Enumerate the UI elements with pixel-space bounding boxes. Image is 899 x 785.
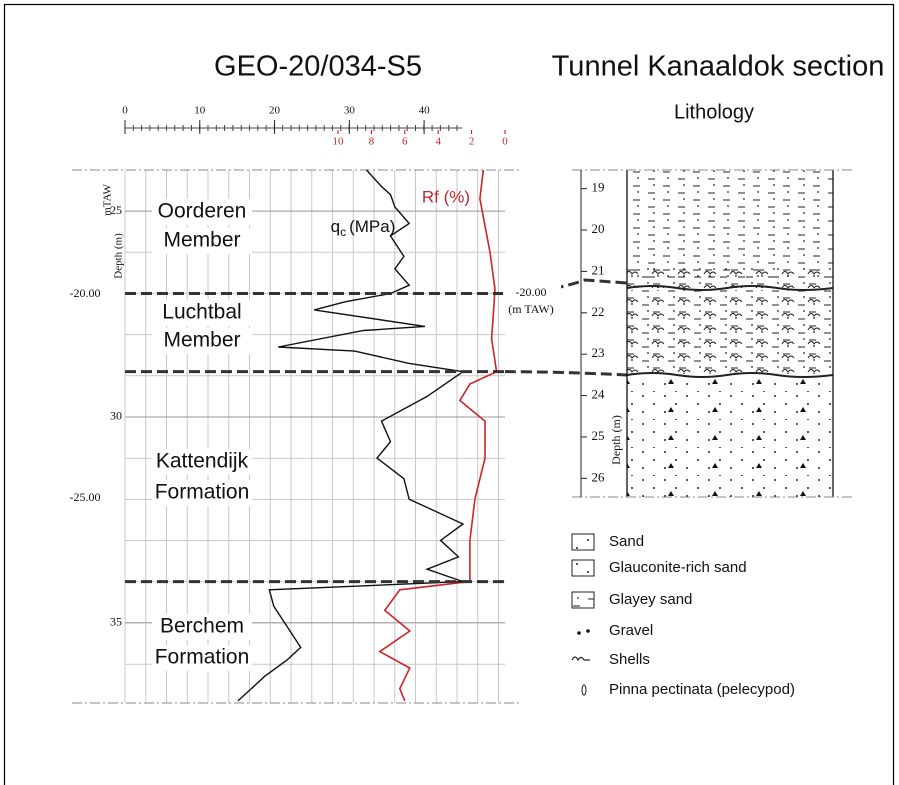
- qc-tick-label: 30: [344, 105, 356, 117]
- rf-tick-label: 10: [333, 136, 345, 148]
- legend-label: Sand: [609, 533, 644, 550]
- depth-tick-label: 24: [592, 387, 606, 402]
- depth-tick-label: 25: [110, 203, 122, 217]
- legend-swatch: [571, 656, 590, 662]
- depth-tick-label: 25: [592, 428, 605, 443]
- qc-tick-label: 0: [122, 105, 128, 117]
- subtitle: Lithology: [674, 101, 754, 123]
- unit-label: Kattendijk: [156, 450, 249, 473]
- contact: [626, 372, 834, 378]
- layer-shell-band: [627, 266, 833, 288]
- unit-label: Berchem: [160, 615, 244, 638]
- layer-clayey: [627, 170, 833, 278]
- depth-tick-label: 22: [592, 304, 605, 319]
- depth-axis-label: Depth (m): [609, 415, 623, 465]
- annotation: -20.00: [516, 285, 547, 299]
- qc-label: qc (MPa): [331, 217, 396, 239]
- rf-curve: [378, 169, 498, 702]
- legend-label: Gravel: [609, 622, 653, 639]
- depth-tick-label: 30: [110, 409, 122, 423]
- legend-label: Glayey sand: [609, 591, 692, 608]
- rf-tick-label: 8: [369, 136, 375, 148]
- qc-label-main: q: [331, 217, 340, 236]
- qc-label-unit: (MPa): [349, 217, 395, 236]
- label-bg: [152, 328, 252, 354]
- legend-swatch: [571, 533, 595, 551]
- depth-tick-label: 26: [592, 469, 606, 484]
- unit-label: Oorderen: [158, 200, 247, 223]
- label-bg: [152, 614, 252, 640]
- depth-tick-label: 19: [592, 180, 605, 195]
- elevation-axis-label: mTAW: [102, 183, 114, 215]
- rf-label: Rf (%): [422, 187, 470, 206]
- label-bg: [503, 284, 561, 318]
- unit-label: Luchtbal: [162, 301, 241, 324]
- label-bg: [152, 199, 252, 225]
- legend-swatch: [586, 629, 590, 633]
- depth-tick-label: 20: [592, 221, 605, 236]
- legend-swatch: [577, 631, 581, 635]
- depth-tick-label: 23: [592, 345, 605, 360]
- rf-tick-label: 4: [435, 136, 441, 148]
- layer-glauconite: [627, 377, 833, 497]
- depth-axis-label: Depth (m): [113, 233, 125, 279]
- label-bg: [152, 228, 252, 254]
- label-bg: [152, 645, 252, 671]
- frame: [3, 3, 895, 785]
- legend-label: Shells: [609, 651, 650, 668]
- unit-label: Member: [163, 229, 240, 252]
- elevation-tick-label: -20.00: [70, 286, 101, 300]
- qc-label-sub: c: [340, 225, 346, 239]
- legend-label: Pinna pectinata (pelecypod): [609, 681, 795, 698]
- title: GEO-20/034-S5: [214, 51, 422, 83]
- elevation-tick-label: -25.00: [70, 490, 101, 504]
- correlation-line: [504, 370, 628, 377]
- label-bg: [152, 480, 252, 506]
- qc-curve: [237, 169, 465, 702]
- title: Tunnel Kanaaldok section: [552, 51, 885, 83]
- rf-tick-label: 0: [502, 136, 508, 148]
- qc-tick-label: 40: [419, 105, 431, 117]
- rf-tick-label: 6: [402, 136, 408, 148]
- legend-swatch: [581, 684, 587, 696]
- legend-swatch: [571, 559, 595, 577]
- unit-label: Formation: [155, 646, 250, 669]
- rf-tick-label: 2: [469, 136, 475, 148]
- legend-label: Glauconite-rich sand: [609, 559, 747, 576]
- label-bg: [152, 449, 252, 475]
- unit-label: Formation: [155, 481, 250, 504]
- annotation: (m TAW): [508, 302, 554, 316]
- label-bg: [152, 300, 252, 326]
- qc-tick-label: 10: [194, 105, 206, 117]
- contact: [626, 285, 834, 291]
- qc-tick-label: 20: [269, 105, 281, 117]
- layer-clayey-shells: [627, 290, 833, 374]
- unit-label: Member: [163, 329, 240, 352]
- legend-swatch: [571, 591, 595, 609]
- lithology-log: Tunnel Kanaaldok section Lithology 19 20 21 2…: [503, 51, 884, 698]
- depth-tick-label: 21: [592, 262, 605, 277]
- depth-tick-label: 35: [110, 614, 122, 628]
